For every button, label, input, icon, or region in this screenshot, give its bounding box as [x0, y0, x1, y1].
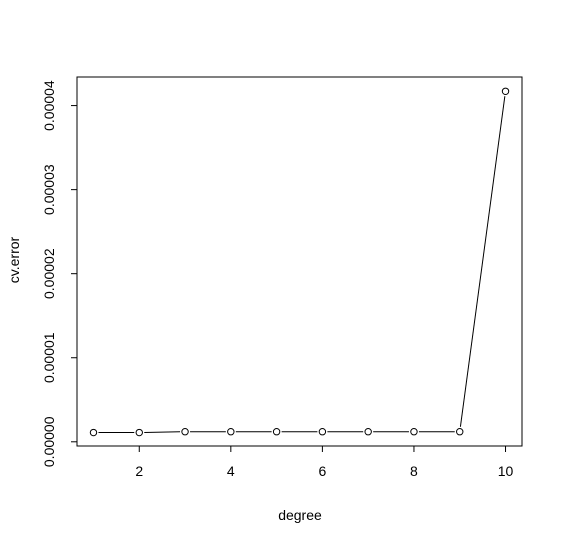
y-tick-label: 0.00004 [41, 80, 57, 131]
y-axis-label: cv.error [6, 236, 22, 283]
x-tick-label: 2 [135, 463, 143, 479]
y-tick-label: 0.00003 [41, 164, 57, 215]
data-point [364, 428, 372, 436]
y-tick-label: 0.00001 [41, 332, 57, 383]
data-point [410, 428, 418, 436]
data-point [501, 87, 510, 95]
series-line [98, 96, 506, 434]
x-tick-label: 10 [498, 463, 514, 479]
x-tick-label: 4 [227, 463, 235, 479]
data-point [318, 428, 327, 436]
data-point [181, 428, 189, 436]
x-axis-label: degree [278, 507, 322, 523]
series-points [89, 87, 510, 437]
y-axis: 0.00000 0.00001 0.00002 0.00003 0.00004 [41, 80, 78, 467]
y-tick-label: 0.00002 [41, 248, 57, 299]
series-segment [459, 96, 506, 427]
data-point [89, 428, 98, 437]
x-axis: 2 4 6 8 10 [135, 445, 514, 479]
data-point [272, 428, 281, 436]
data-point [227, 428, 235, 436]
x-tick-label: 6 [318, 463, 326, 479]
plot-frame [76, 76, 523, 447]
data-point [456, 428, 464, 436]
y-tick-label: 0.00000 [41, 416, 57, 467]
x-tick-label: 8 [410, 463, 418, 479]
data-point [135, 428, 143, 437]
series-segment [144, 431, 181, 433]
